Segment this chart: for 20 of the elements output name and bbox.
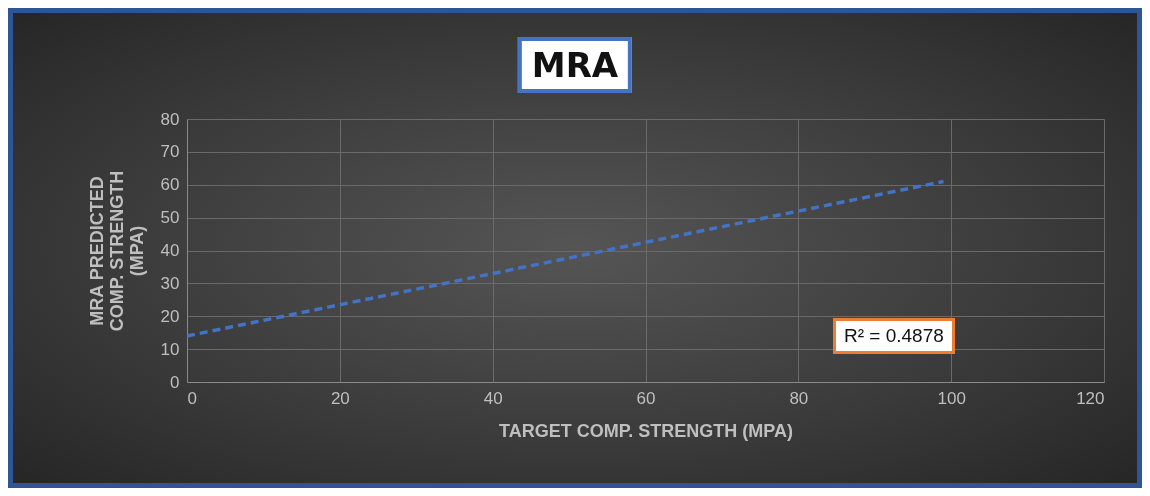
y-tick-label: 60 [160, 175, 180, 195]
annotation: R² = 0.4878 [833, 318, 955, 354]
chart-title: MRA [517, 37, 633, 93]
x-tick-label: 0 [187, 388, 197, 408]
x-tick-label: 60 [636, 388, 656, 408]
x-axis-title: TARGET COMP. STRENGTH (MPA) [499, 420, 793, 441]
x-tick-label: 80 [789, 388, 809, 408]
y-tick-label: 20 [160, 306, 180, 326]
y-tick-label: 50 [160, 208, 180, 228]
x-tick-label: 100 [937, 388, 966, 408]
y-axis-title: MRA PREDICTED COMP. STRENGTH (MPA) [86, 170, 147, 332]
x-tick-label: 40 [483, 388, 503, 408]
y-tick-label: 30 [160, 273, 180, 293]
y-tick-label: 0 [170, 372, 180, 392]
x-tick-label: 120 [1076, 388, 1105, 408]
y-tick-label: 70 [160, 142, 180, 162]
y-tick-label: 10 [160, 339, 180, 359]
x-tick-label: 20 [330, 388, 350, 408]
y-tick-label: 80 [160, 109, 180, 129]
y-tick-label: 40 [160, 241, 180, 260]
